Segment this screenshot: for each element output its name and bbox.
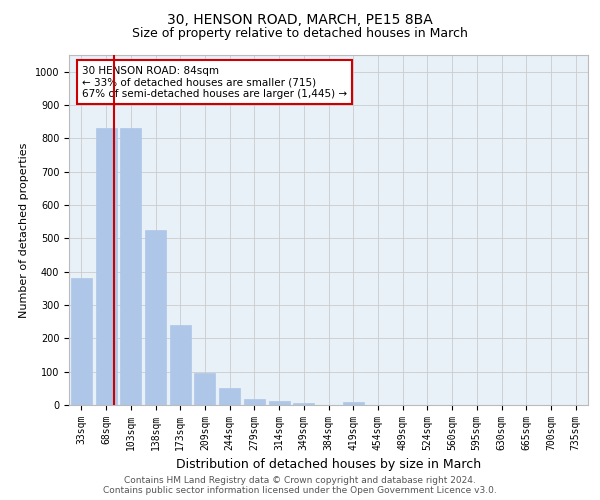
Bar xyxy=(269,401,290,405)
Bar xyxy=(170,325,191,405)
Bar xyxy=(145,230,166,405)
Text: Size of property relative to detached houses in March: Size of property relative to detached ho… xyxy=(132,28,468,40)
Bar xyxy=(343,402,364,405)
Text: Contains HM Land Registry data © Crown copyright and database right 2024.
Contai: Contains HM Land Registry data © Crown c… xyxy=(103,476,497,495)
Bar xyxy=(244,399,265,405)
X-axis label: Distribution of detached houses by size in March: Distribution of detached houses by size … xyxy=(176,458,481,471)
Bar xyxy=(95,128,116,405)
Bar xyxy=(120,128,141,405)
Y-axis label: Number of detached properties: Number of detached properties xyxy=(19,142,29,318)
Bar xyxy=(194,374,215,405)
Bar xyxy=(293,404,314,405)
Text: 30 HENSON ROAD: 84sqm
← 33% of detached houses are smaller (715)
67% of semi-det: 30 HENSON ROAD: 84sqm ← 33% of detached … xyxy=(82,66,347,98)
Bar xyxy=(219,388,240,405)
Bar xyxy=(71,278,92,405)
Text: 30, HENSON ROAD, MARCH, PE15 8BA: 30, HENSON ROAD, MARCH, PE15 8BA xyxy=(167,12,433,26)
